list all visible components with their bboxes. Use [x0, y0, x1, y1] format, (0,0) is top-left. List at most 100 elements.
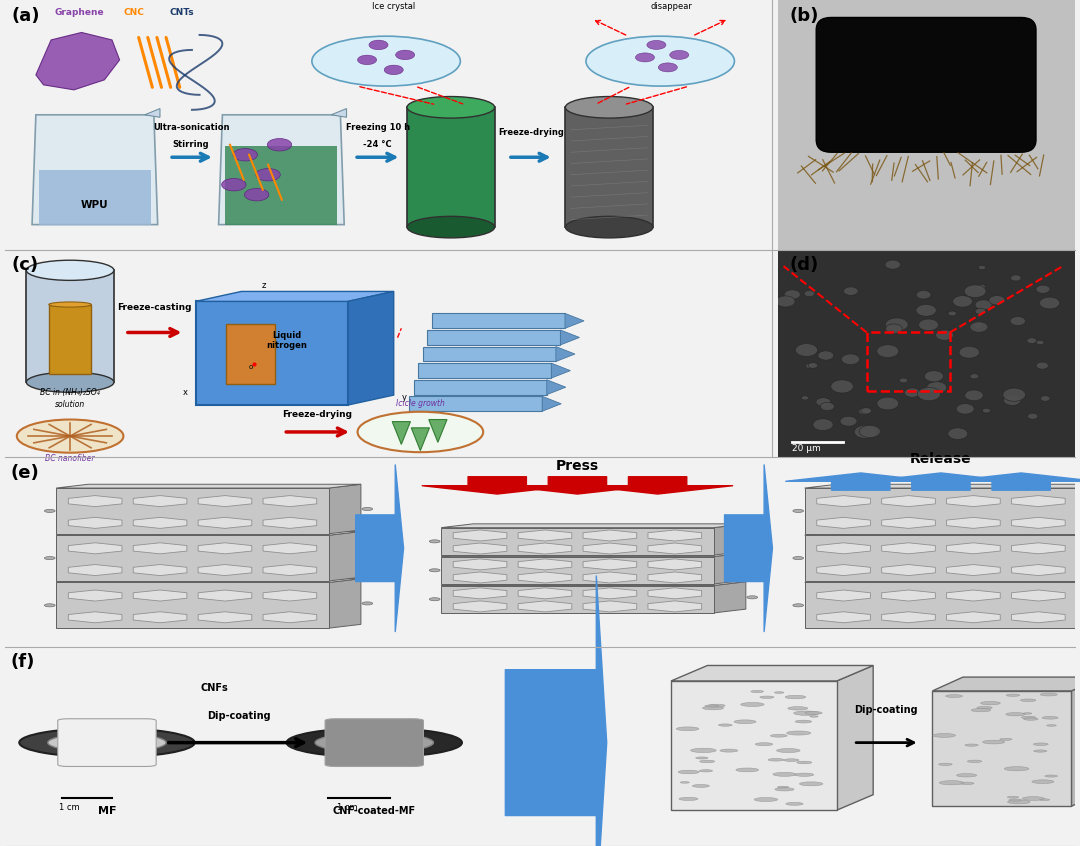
Text: (f): (f) [11, 653, 36, 671]
FancyBboxPatch shape [428, 330, 561, 345]
FancyBboxPatch shape [58, 719, 157, 766]
FancyBboxPatch shape [441, 528, 714, 555]
Polygon shape [551, 363, 570, 378]
Ellipse shape [801, 396, 809, 400]
Text: y: y [402, 393, 406, 402]
Text: disappear: disappear [650, 2, 692, 11]
Ellipse shape [981, 701, 1000, 705]
Text: -24 °C: -24 °C [363, 140, 392, 149]
Polygon shape [881, 590, 935, 601]
Ellipse shape [989, 295, 1005, 305]
Polygon shape [454, 601, 507, 612]
Polygon shape [671, 666, 873, 681]
Ellipse shape [256, 168, 281, 181]
Polygon shape [133, 564, 187, 575]
Ellipse shape [1004, 766, 1029, 771]
Polygon shape [565, 313, 584, 328]
FancyBboxPatch shape [56, 582, 328, 628]
Ellipse shape [760, 696, 774, 699]
Ellipse shape [1040, 693, 1057, 696]
Text: z: z [262, 281, 267, 290]
Polygon shape [226, 146, 337, 224]
Polygon shape [805, 531, 1080, 536]
Polygon shape [1012, 612, 1065, 623]
Ellipse shape [233, 149, 257, 161]
Text: Graphene: Graphene [55, 8, 105, 17]
Polygon shape [714, 524, 746, 555]
Polygon shape [68, 564, 122, 575]
Ellipse shape [797, 761, 812, 764]
FancyBboxPatch shape [778, 0, 1075, 250]
Ellipse shape [635, 53, 654, 62]
Ellipse shape [747, 538, 757, 541]
Polygon shape [264, 543, 316, 554]
Polygon shape [36, 32, 120, 90]
Ellipse shape [268, 139, 292, 151]
Text: CNTs: CNTs [170, 8, 193, 17]
Ellipse shape [968, 760, 982, 762]
Text: (d): (d) [789, 255, 819, 274]
Text: solution: solution [55, 400, 85, 409]
Polygon shape [648, 559, 702, 570]
Ellipse shape [679, 797, 698, 800]
Ellipse shape [747, 567, 757, 570]
Ellipse shape [973, 322, 984, 328]
Ellipse shape [407, 96, 495, 118]
Ellipse shape [1032, 780, 1054, 783]
Ellipse shape [795, 343, 818, 356]
Polygon shape [946, 564, 1000, 575]
Ellipse shape [315, 733, 433, 752]
Text: CNFs: CNFs [200, 683, 228, 693]
Polygon shape [518, 559, 571, 570]
Ellipse shape [1036, 362, 1049, 369]
Polygon shape [1012, 564, 1065, 575]
Ellipse shape [48, 733, 166, 752]
Ellipse shape [735, 768, 758, 772]
Ellipse shape [877, 345, 899, 358]
Ellipse shape [777, 749, 800, 752]
Polygon shape [454, 572, 507, 583]
Ellipse shape [680, 782, 689, 783]
Ellipse shape [1022, 717, 1036, 719]
Polygon shape [68, 543, 122, 554]
Polygon shape [392, 421, 410, 444]
Ellipse shape [975, 308, 986, 315]
Polygon shape [56, 531, 361, 536]
Ellipse shape [810, 716, 819, 717]
FancyBboxPatch shape [195, 301, 348, 405]
Ellipse shape [221, 179, 246, 191]
Polygon shape [546, 380, 566, 394]
Text: BC in (NH₄)₂SO₄: BC in (NH₄)₂SO₄ [40, 387, 100, 397]
Polygon shape [518, 588, 571, 599]
Ellipse shape [959, 346, 980, 358]
Ellipse shape [430, 540, 440, 543]
Ellipse shape [785, 695, 806, 699]
Ellipse shape [566, 217, 653, 238]
Ellipse shape [1021, 699, 1036, 701]
Polygon shape [133, 543, 187, 554]
Ellipse shape [1039, 799, 1050, 800]
Polygon shape [881, 543, 935, 554]
Polygon shape [264, 518, 316, 529]
Ellipse shape [877, 397, 899, 409]
Text: Icicle growth: Icicle growth [396, 399, 445, 408]
Ellipse shape [859, 408, 870, 415]
Ellipse shape [843, 287, 859, 295]
FancyBboxPatch shape [409, 396, 542, 411]
Ellipse shape [1003, 388, 1026, 401]
Text: (a): (a) [12, 8, 40, 25]
Polygon shape [133, 496, 187, 507]
Ellipse shape [1042, 717, 1058, 719]
Polygon shape [946, 496, 1000, 507]
Polygon shape [556, 347, 575, 361]
Polygon shape [837, 666, 873, 810]
Polygon shape [411, 428, 430, 451]
Polygon shape [32, 115, 158, 224]
Ellipse shape [818, 351, 834, 360]
Polygon shape [198, 612, 252, 623]
Polygon shape [648, 601, 702, 612]
Ellipse shape [702, 706, 724, 710]
Ellipse shape [774, 692, 784, 694]
Ellipse shape [1040, 396, 1050, 401]
Ellipse shape [964, 285, 986, 298]
